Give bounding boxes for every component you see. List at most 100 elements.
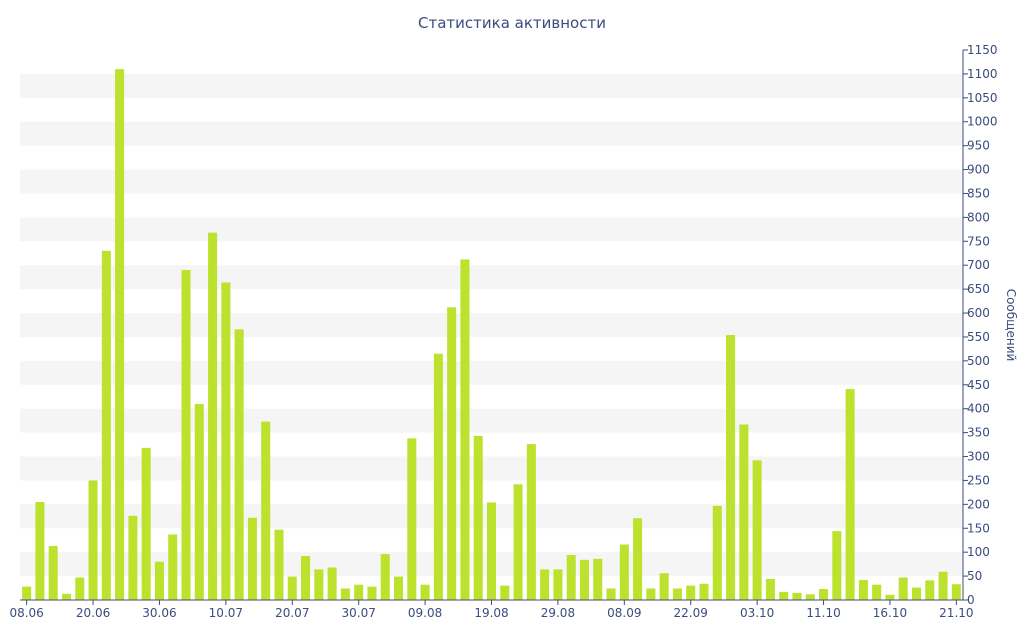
bar[interactable] bbox=[606, 588, 616, 600]
bar[interactable] bbox=[274, 529, 284, 600]
x-tick-label: 29.08 bbox=[541, 606, 575, 620]
x-tick-label: 22.09 bbox=[674, 606, 708, 620]
y-tick-label: 0 bbox=[967, 593, 975, 607]
bar[interactable] bbox=[101, 250, 111, 600]
bar[interactable] bbox=[168, 534, 178, 600]
bar[interactable] bbox=[407, 438, 417, 600]
bar[interactable] bbox=[88, 480, 98, 600]
bar[interactable] bbox=[699, 583, 709, 600]
bar[interactable] bbox=[340, 588, 350, 600]
bar[interactable] bbox=[845, 389, 855, 600]
bar[interactable] bbox=[792, 592, 802, 600]
bar[interactable] bbox=[433, 353, 443, 600]
y-tick-label: 950 bbox=[967, 139, 990, 153]
bar[interactable] bbox=[128, 515, 138, 600]
bar[interactable] bbox=[858, 579, 868, 600]
x-tick-label: 19.08 bbox=[474, 606, 508, 620]
bar[interactable] bbox=[593, 558, 603, 600]
bar[interactable] bbox=[35, 501, 45, 600]
y-axis-title: Сообщений bbox=[1004, 289, 1018, 362]
y-tick-label: 150 bbox=[967, 521, 990, 535]
bar[interactable] bbox=[367, 586, 377, 600]
bar[interactable] bbox=[526, 444, 536, 600]
x-axis: 08.06 20.06 30.06 10.07 20.07 30.07 09.08 19.08… bbox=[9, 599, 974, 620]
bar[interactable] bbox=[301, 556, 311, 600]
x-tick-label: 09.08 bbox=[408, 606, 442, 620]
bar[interactable] bbox=[247, 517, 257, 600]
bar[interactable] bbox=[765, 578, 775, 600]
bar[interactable] bbox=[154, 561, 164, 600]
bar[interactable] bbox=[553, 569, 563, 600]
y-tick-label: 750 bbox=[967, 234, 990, 248]
bar[interactable] bbox=[61, 593, 72, 600]
bar[interactable] bbox=[287, 576, 297, 600]
bar[interactable] bbox=[579, 559, 589, 600]
grid-band bbox=[20, 360, 963, 385]
bar[interactable] bbox=[75, 577, 85, 600]
grid-band bbox=[20, 265, 963, 290]
bar[interactable] bbox=[486, 502, 497, 600]
bar[interactable] bbox=[726, 335, 736, 600]
y-tick-label: 50 bbox=[967, 569, 982, 583]
bar[interactable] bbox=[327, 567, 337, 600]
x-tick-label: 20.06 bbox=[76, 606, 110, 620]
bar[interactable] bbox=[314, 569, 324, 600]
bar[interactable] bbox=[672, 588, 682, 600]
bar[interactable] bbox=[194, 403, 204, 600]
bar[interactable] bbox=[473, 435, 483, 600]
grid-band bbox=[20, 313, 963, 337]
y-tick-label: 800 bbox=[967, 210, 990, 224]
bar[interactable] bbox=[234, 329, 244, 600]
bar[interactable] bbox=[633, 518, 643, 600]
y-tick-label: 300 bbox=[967, 450, 990, 464]
bar[interactable] bbox=[885, 594, 895, 600]
x-tick-label: 03.10 bbox=[740, 606, 774, 620]
bar[interactable] bbox=[420, 584, 430, 600]
bar[interactable] bbox=[394, 576, 404, 600]
y-tick-label: 500 bbox=[967, 354, 990, 368]
bar[interactable] bbox=[22, 586, 32, 600]
bar[interactable] bbox=[261, 421, 271, 600]
bar[interactable] bbox=[208, 232, 218, 600]
bar[interactable] bbox=[500, 585, 510, 600]
bar[interactable] bbox=[752, 460, 762, 600]
bar[interactable] bbox=[779, 591, 789, 600]
bar[interactable] bbox=[513, 484, 523, 600]
bar[interactable] bbox=[712, 505, 722, 600]
bar[interactable] bbox=[460, 259, 470, 600]
bar[interactable] bbox=[447, 307, 457, 600]
bar[interactable] bbox=[739, 424, 749, 600]
bar[interactable] bbox=[938, 571, 948, 600]
bar[interactable] bbox=[566, 555, 576, 600]
x-tick-label: 30.07 bbox=[342, 606, 376, 620]
bars bbox=[22, 69, 961, 600]
y-tick-label: 350 bbox=[967, 426, 990, 440]
bar[interactable] bbox=[805, 594, 815, 600]
bar[interactable] bbox=[686, 585, 696, 600]
bar[interactable] bbox=[659, 573, 669, 600]
bar[interactable] bbox=[872, 584, 882, 600]
bar[interactable] bbox=[898, 577, 908, 600]
bar[interactable] bbox=[380, 554, 390, 600]
bar[interactable] bbox=[911, 587, 922, 600]
y-tick-label: 1050 bbox=[967, 91, 998, 105]
y-tick-label: 600 bbox=[967, 306, 990, 320]
grid-band bbox=[20, 73, 963, 98]
bar[interactable] bbox=[819, 589, 829, 600]
y-tick-label: 650 bbox=[967, 282, 990, 296]
bar[interactable] bbox=[619, 544, 629, 600]
bar[interactable] bbox=[925, 580, 935, 600]
bar[interactable] bbox=[832, 531, 842, 600]
bar[interactable] bbox=[115, 69, 125, 600]
bar[interactable] bbox=[646, 588, 656, 600]
bar[interactable] bbox=[181, 270, 191, 600]
bar[interactable] bbox=[141, 447, 151, 600]
bar[interactable] bbox=[354, 584, 364, 600]
y-tick-label: 100 bbox=[967, 545, 990, 559]
bar[interactable] bbox=[951, 584, 961, 600]
bar[interactable] bbox=[48, 545, 58, 600]
bar[interactable] bbox=[221, 282, 231, 600]
bar[interactable] bbox=[540, 569, 550, 600]
chart-title: Статистика активности bbox=[418, 14, 606, 32]
grid-bands bbox=[20, 73, 963, 577]
